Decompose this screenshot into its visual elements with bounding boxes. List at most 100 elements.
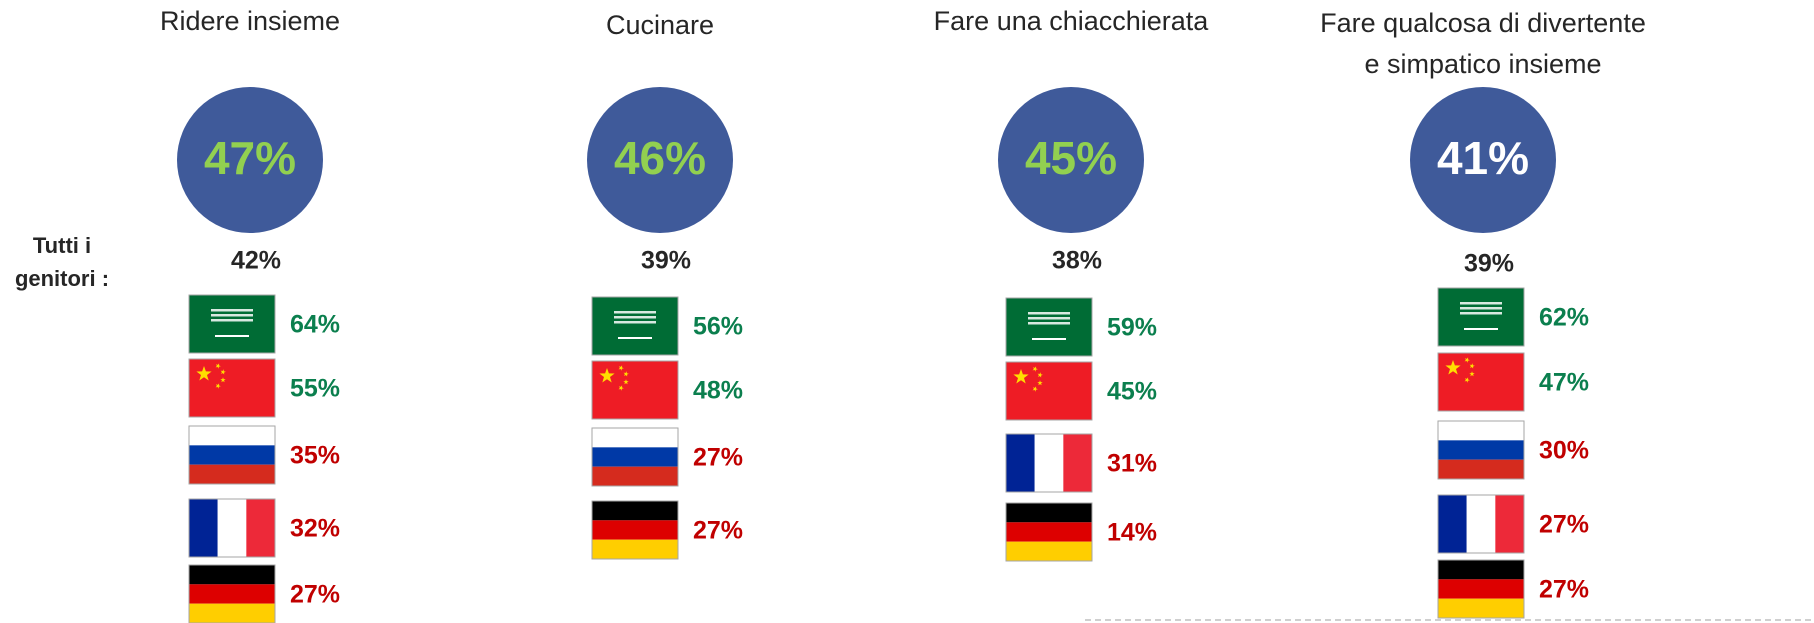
flag-band: [1438, 579, 1524, 599]
flag-script: [1460, 312, 1502, 315]
flag-band: [1063, 434, 1092, 492]
flag-band: [1495, 495, 1524, 553]
country-value: 55%: [290, 375, 340, 403]
flag-star: [1037, 372, 1043, 378]
flag-border: [1005, 361, 1093, 421]
main-value: 46%: [614, 132, 706, 184]
flag-band: [1438, 421, 1524, 441]
flag-band: [1438, 459, 1524, 479]
flag: [591, 427, 679, 487]
country-value: 32%: [290, 515, 340, 543]
flag-border: [591, 360, 679, 420]
flag: [591, 296, 679, 356]
flag-border: [1005, 297, 1093, 357]
flag-border: [1437, 352, 1525, 412]
main-circle: [998, 87, 1144, 233]
country-value: 47%: [1539, 369, 1589, 397]
flag-band: [189, 499, 218, 557]
flag: [188, 498, 276, 558]
flag-star: [599, 368, 615, 383]
flag-band: [1034, 434, 1064, 492]
flag-script: [1028, 322, 1070, 325]
flag-star: [220, 377, 226, 383]
main-value: 45%: [1025, 132, 1117, 184]
flag: [1437, 352, 1525, 412]
flag-star: [215, 383, 221, 389]
flag-band: [592, 501, 678, 521]
flag-band: [1438, 353, 1524, 411]
row-label: Tutti i: [33, 233, 91, 258]
flag: [188, 564, 276, 623]
flag-script: [614, 316, 656, 319]
country-value: 27%: [693, 517, 743, 545]
flag-band: [1438, 560, 1524, 580]
flag-star: [1464, 377, 1470, 383]
flag: [1005, 502, 1093, 562]
flag-border: [1437, 287, 1525, 347]
flag-sword: [1032, 338, 1066, 340]
country-value: 59%: [1107, 314, 1157, 342]
country-value: 27%: [1539, 576, 1589, 604]
flag-band: [592, 520, 678, 540]
flag-script: [1028, 317, 1070, 320]
country-value: 35%: [290, 442, 340, 470]
flag-script: [1460, 307, 1502, 310]
all-parents-value: 42%: [231, 247, 281, 275]
flag-border: [591, 427, 679, 487]
main-circle: [587, 87, 733, 233]
all-parents-value: 39%: [1464, 250, 1514, 278]
flag: [1437, 420, 1525, 480]
flag-band: [592, 447, 678, 467]
flag-band: [246, 499, 275, 557]
flag-star: [1445, 360, 1461, 375]
flag-border: [188, 425, 276, 485]
flag: [1437, 494, 1525, 554]
flag-border: [1437, 494, 1525, 554]
flag-script: [1028, 312, 1070, 315]
country-value: 27%: [693, 444, 743, 472]
flag-star: [623, 379, 629, 385]
flag-band: [189, 584, 275, 604]
flag: [1005, 361, 1093, 421]
country-value: 30%: [1539, 437, 1589, 465]
country-value: 45%: [1107, 378, 1157, 406]
flag-band: [189, 426, 275, 446]
flag-border: [591, 500, 679, 560]
flag-star: [623, 371, 629, 377]
country-value: 31%: [1107, 450, 1157, 478]
flag-band: [1006, 362, 1092, 420]
country-value: 56%: [693, 313, 743, 341]
flag-band: [1006, 434, 1035, 492]
flag-star: [1032, 386, 1038, 392]
flag: [1437, 559, 1525, 619]
flag-border: [591, 296, 679, 356]
flag-sword: [618, 337, 652, 339]
country-value: 14%: [1107, 519, 1157, 547]
flag-border: [188, 358, 276, 418]
flag-script: [211, 309, 253, 312]
flag-border: [1005, 433, 1093, 493]
flag-band: [592, 466, 678, 486]
main-value: 47%: [204, 132, 296, 184]
country-value: 64%: [290, 311, 340, 339]
flag-script: [614, 311, 656, 314]
flag-band: [189, 603, 275, 623]
flag: [591, 360, 679, 420]
flag-band: [189, 295, 275, 353]
flag-star: [215, 363, 221, 369]
flag-script: [211, 314, 253, 317]
country-value: 27%: [1539, 511, 1589, 539]
flag-band: [1006, 541, 1092, 561]
flag-band: [592, 539, 678, 559]
panel-title: e simpatico insieme: [1364, 49, 1601, 79]
flag-script: [614, 321, 656, 324]
flag-band: [1438, 495, 1467, 553]
flag-band: [592, 428, 678, 448]
row-label: genitori :: [15, 266, 109, 291]
flag-star: [618, 385, 624, 391]
flag-star: [618, 365, 624, 371]
all-parents-value: 39%: [641, 247, 691, 275]
flag: [1437, 287, 1525, 347]
flag: [188, 294, 276, 354]
flag-band: [217, 499, 247, 557]
